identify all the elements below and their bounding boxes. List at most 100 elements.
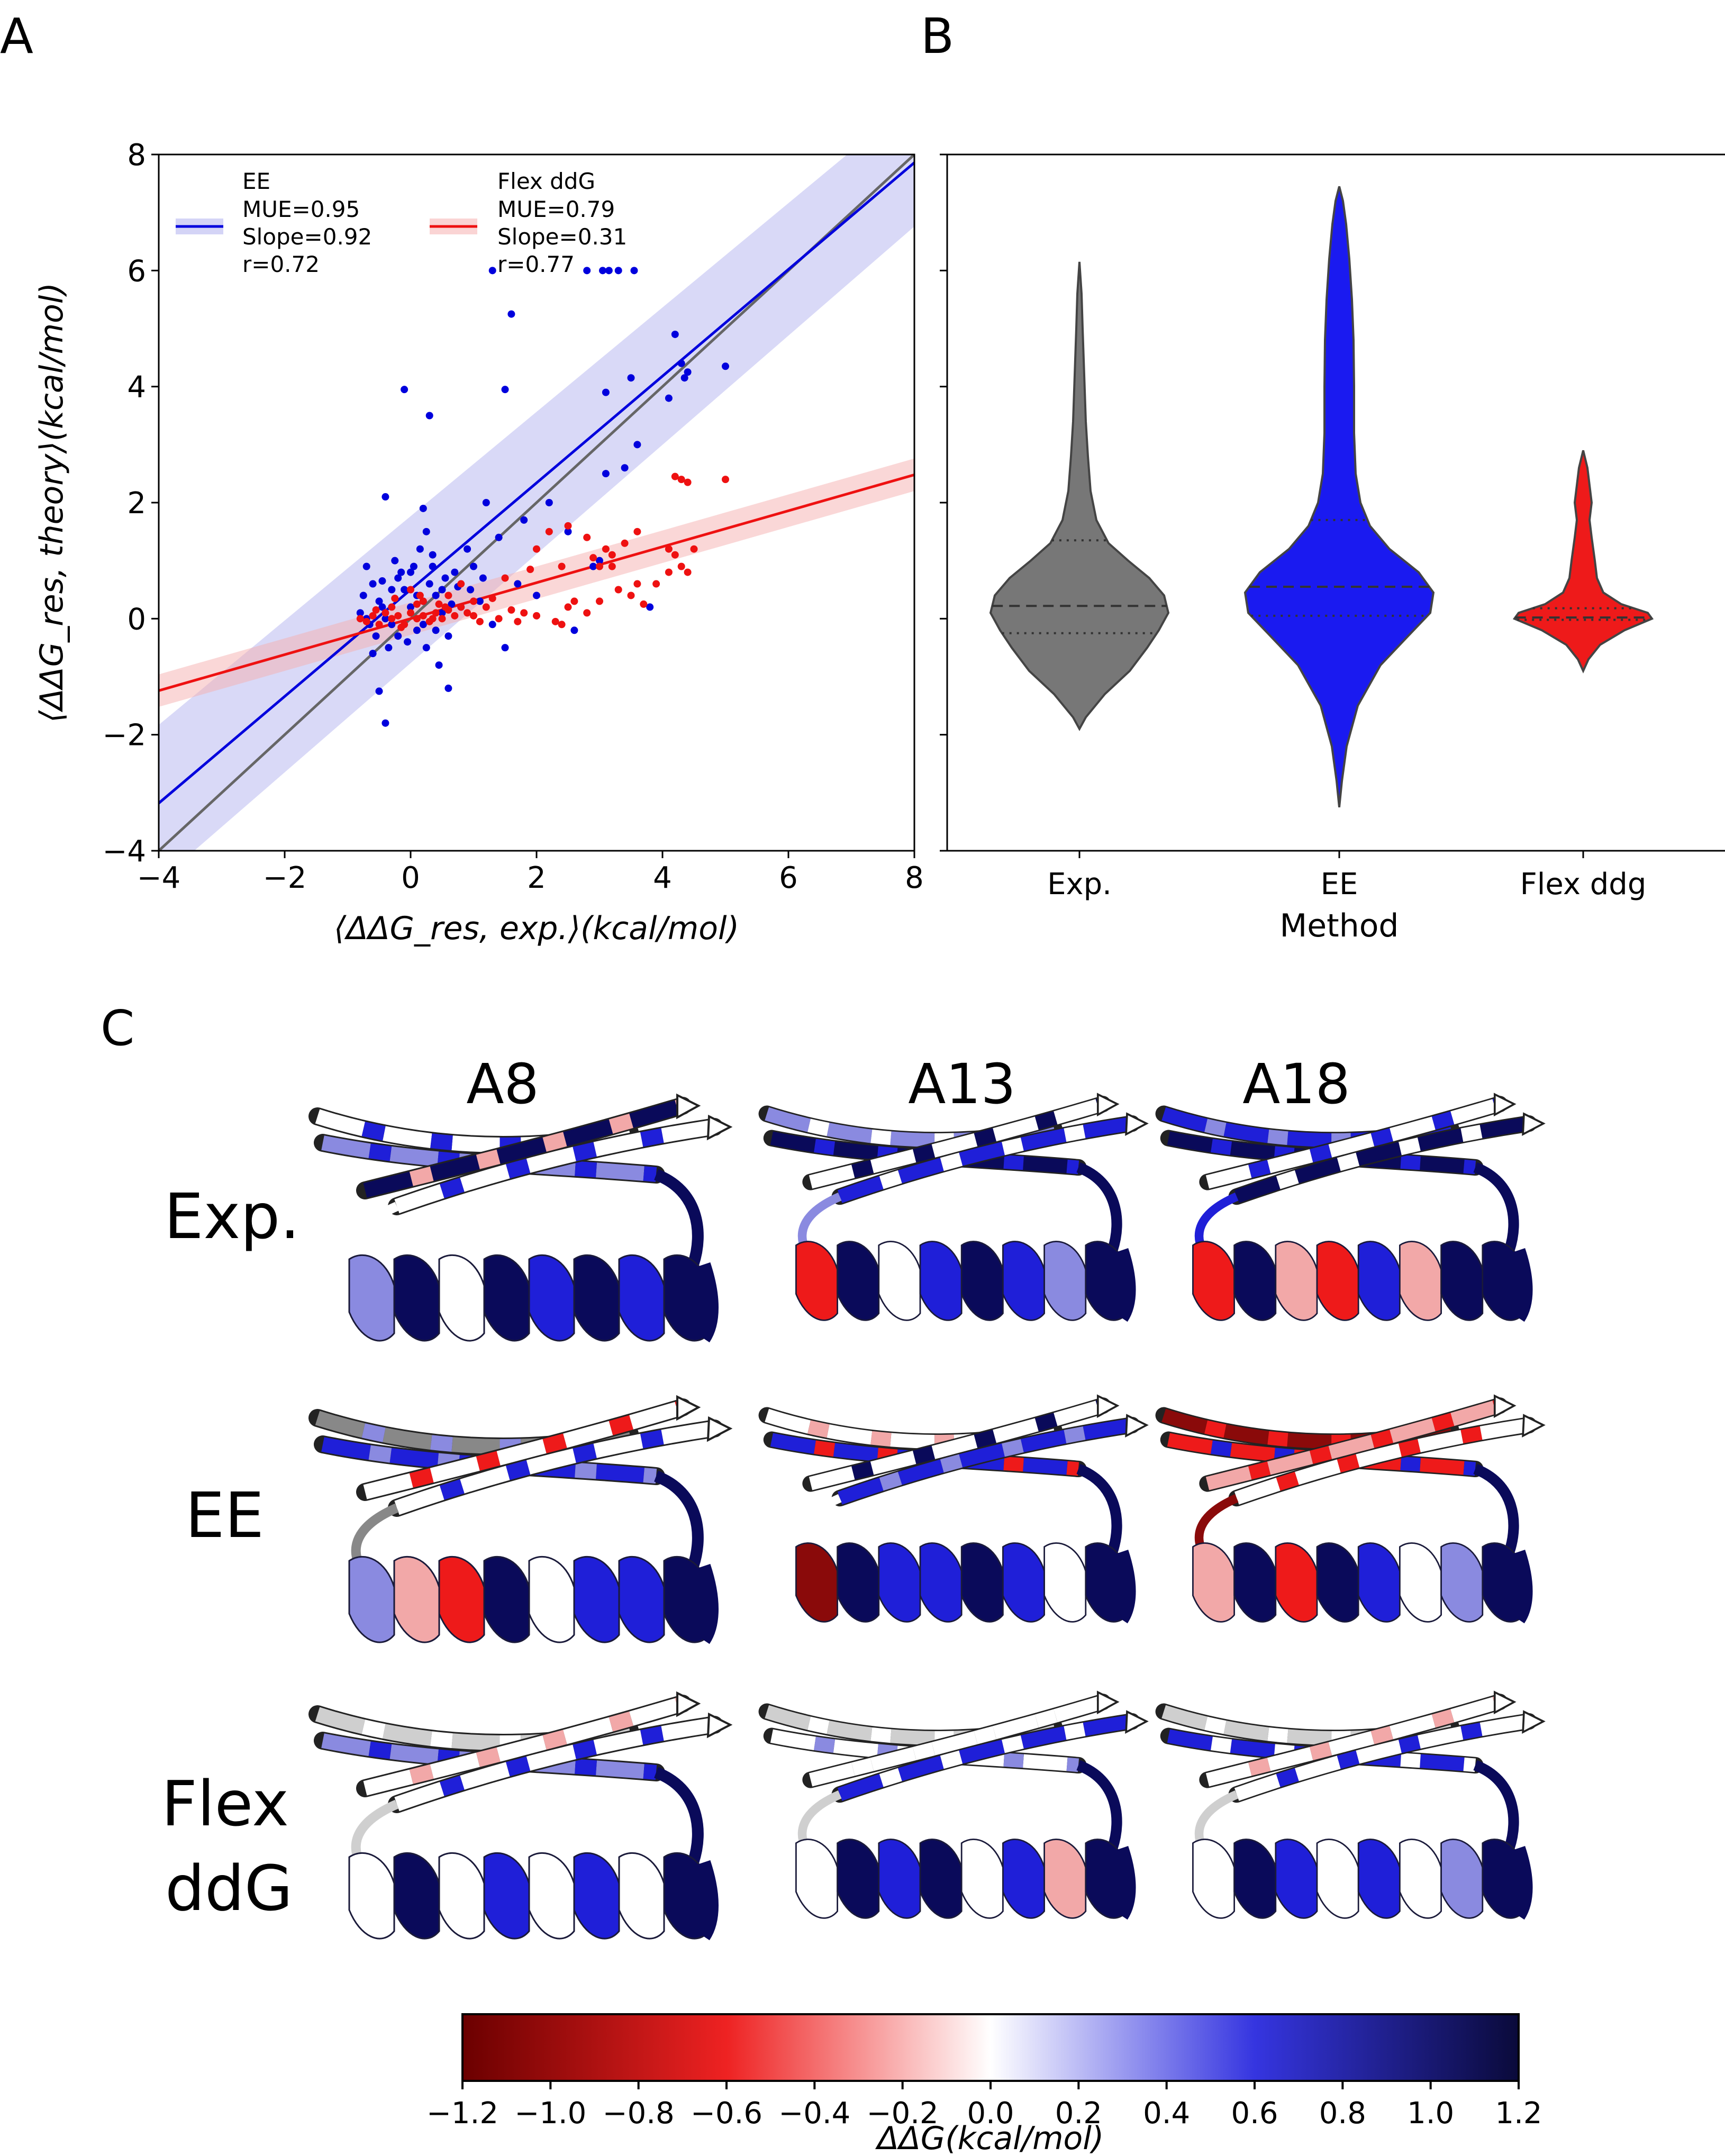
strand-arrowhead bbox=[706, 1712, 733, 1739]
beta-strand bbox=[1161, 1705, 1452, 1745]
ee-point bbox=[495, 533, 503, 541]
ee-point bbox=[627, 374, 635, 382]
ee-point bbox=[476, 597, 484, 605]
flex-point bbox=[558, 621, 566, 629]
colorbar-tick-label: 0.8 bbox=[1319, 2096, 1366, 2131]
helix-end bbox=[1513, 1248, 1533, 1322]
helix-turn bbox=[618, 1852, 665, 1940]
helix-turn bbox=[878, 1241, 921, 1321]
ee-point bbox=[419, 504, 427, 512]
flex-legend-slope: Slope=0.31 bbox=[497, 224, 627, 250]
x-tick-label: 8 bbox=[905, 861, 924, 895]
column-label-a13: A13 bbox=[908, 1052, 1015, 1116]
flex-legend-mue: MUE=0.79 bbox=[497, 196, 615, 222]
ee-point bbox=[397, 568, 405, 576]
panel-letter-b: B bbox=[921, 8, 954, 65]
helix-turn bbox=[483, 1852, 530, 1940]
beta-strand bbox=[1205, 1695, 1502, 1787]
ee-point bbox=[596, 557, 603, 565]
beta-strand bbox=[809, 1399, 1105, 1490]
ee-point bbox=[378, 603, 386, 611]
flex-point bbox=[507, 606, 515, 614]
flex-point bbox=[435, 600, 443, 608]
flex-point bbox=[419, 612, 427, 620]
flex-point bbox=[558, 562, 566, 570]
ee-point bbox=[598, 267, 606, 275]
helix-turn bbox=[618, 1555, 665, 1643]
beta-strand bbox=[809, 1695, 1105, 1787]
flex-point bbox=[413, 600, 421, 608]
flex-point bbox=[457, 603, 465, 611]
helix-turn bbox=[438, 1852, 485, 1940]
ee-point bbox=[425, 580, 433, 588]
ee-point bbox=[533, 592, 540, 599]
flex-point bbox=[627, 592, 635, 599]
ee-point bbox=[382, 493, 389, 501]
y-axis-label: ⟨ΔΔG_res, theory⟩(kcal/mol) bbox=[33, 283, 70, 723]
helix-turn bbox=[348, 1555, 395, 1643]
helix-turn bbox=[1399, 1542, 1442, 1623]
colorbar-tick-label: −0.4 bbox=[778, 2096, 850, 2131]
ee-point bbox=[394, 574, 402, 582]
beta-strand bbox=[394, 1421, 716, 1515]
flex-point bbox=[441, 603, 449, 611]
ee-point bbox=[602, 470, 610, 478]
ee-fit-line bbox=[159, 161, 914, 804]
ee-point bbox=[438, 609, 446, 617]
flex-point bbox=[397, 623, 405, 631]
ee-point bbox=[722, 362, 729, 370]
flex-point bbox=[416, 592, 424, 599]
flex-point bbox=[470, 597, 477, 605]
flex-point bbox=[596, 562, 603, 570]
colorbar-ticks: −1.2 −1.0 −0.8 −0.6 −0.4 −0.2 0.0 0.2 0.4 0.6 0.8 1… bbox=[426, 2081, 1542, 2131]
helix-end bbox=[1116, 1248, 1136, 1322]
ee-point bbox=[507, 310, 515, 318]
scatter-legend: EE MUE=0.95 Slope=0.92 r=0.72 Flex ddG M… bbox=[176, 168, 627, 277]
loop bbox=[1076, 1162, 1122, 1252]
ee-point bbox=[545, 499, 553, 506]
violin-x-axis: Exp. EE Flex ddg bbox=[1047, 851, 1646, 902]
ee-point bbox=[435, 661, 443, 669]
violin-x-tick-label: Exp. bbox=[1047, 867, 1112, 902]
beta-strand bbox=[315, 1109, 631, 1152]
structure-flex-a8 bbox=[308, 1691, 733, 1941]
flex-point bbox=[457, 580, 465, 588]
loop bbox=[1473, 1463, 1519, 1553]
ee-point bbox=[621, 464, 629, 472]
ee-point bbox=[470, 562, 477, 570]
flex-point bbox=[356, 615, 364, 623]
flex-point bbox=[520, 609, 528, 617]
flex-point bbox=[608, 562, 616, 570]
loop bbox=[653, 1470, 704, 1568]
flex-point bbox=[476, 617, 484, 625]
helix-turn bbox=[1002, 1839, 1045, 1919]
y-tick-label: 6 bbox=[127, 254, 146, 288]
helix-turn bbox=[573, 1254, 620, 1342]
flex-point bbox=[633, 527, 641, 535]
structure-exp-a13 bbox=[758, 1093, 1149, 1322]
helix-end bbox=[697, 1563, 719, 1644]
colorbar-tick-label: −0.8 bbox=[603, 2096, 675, 2131]
y-tick-label: 4 bbox=[127, 370, 146, 405]
helix-turn bbox=[348, 1852, 395, 1940]
helix-turn bbox=[438, 1254, 485, 1342]
helix-turn bbox=[878, 1839, 921, 1919]
violin-flex bbox=[1512, 450, 1654, 674]
flex-point bbox=[438, 615, 446, 623]
ee-point bbox=[680, 374, 688, 382]
ee-point bbox=[482, 499, 490, 506]
loop bbox=[1076, 1760, 1122, 1850]
scatter-points bbox=[356, 267, 729, 727]
helix-turn bbox=[1440, 1542, 1484, 1623]
colorbar bbox=[461, 2013, 1520, 2082]
ee-point bbox=[444, 684, 452, 692]
flex-point bbox=[665, 568, 673, 576]
ee-point bbox=[375, 597, 383, 605]
y-tick-label: 8 bbox=[127, 138, 146, 172]
flex-legend-r: r=0.77 bbox=[497, 251, 575, 277]
strand-arrowhead bbox=[1522, 1710, 1546, 1734]
strand-arrowhead bbox=[1522, 1112, 1546, 1136]
y-axis: −4 −2 0 2 4 6 8 bbox=[102, 138, 159, 869]
ee-point bbox=[407, 568, 414, 576]
violins bbox=[989, 186, 1654, 807]
